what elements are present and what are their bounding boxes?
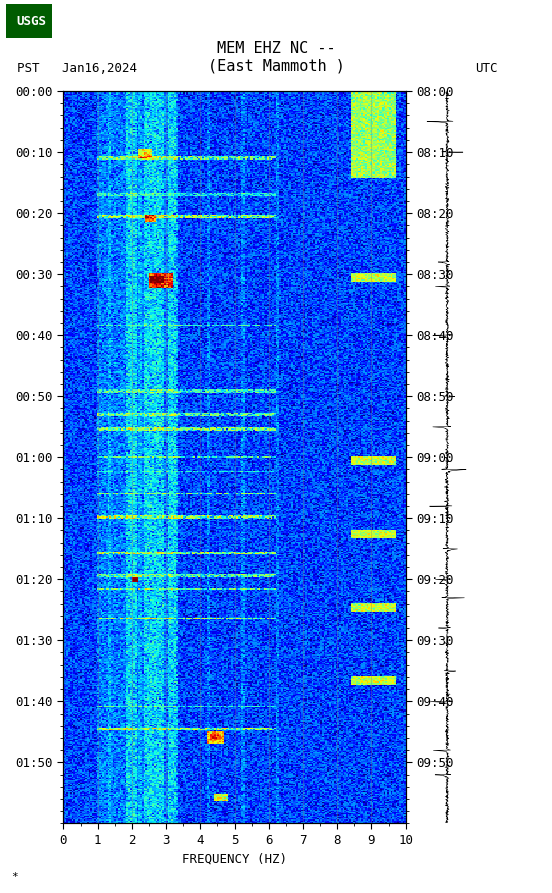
Text: MEM EHZ NC --: MEM EHZ NC -- bbox=[217, 41, 335, 56]
Text: UTC: UTC bbox=[475, 62, 497, 75]
Text: PST   Jan16,2024: PST Jan16,2024 bbox=[17, 62, 136, 75]
X-axis label: FREQUENCY (HZ): FREQUENCY (HZ) bbox=[182, 852, 287, 865]
Text: USGS: USGS bbox=[17, 15, 46, 28]
Text: *: * bbox=[11, 872, 18, 882]
Text: (East Mammoth ): (East Mammoth ) bbox=[208, 59, 344, 74]
